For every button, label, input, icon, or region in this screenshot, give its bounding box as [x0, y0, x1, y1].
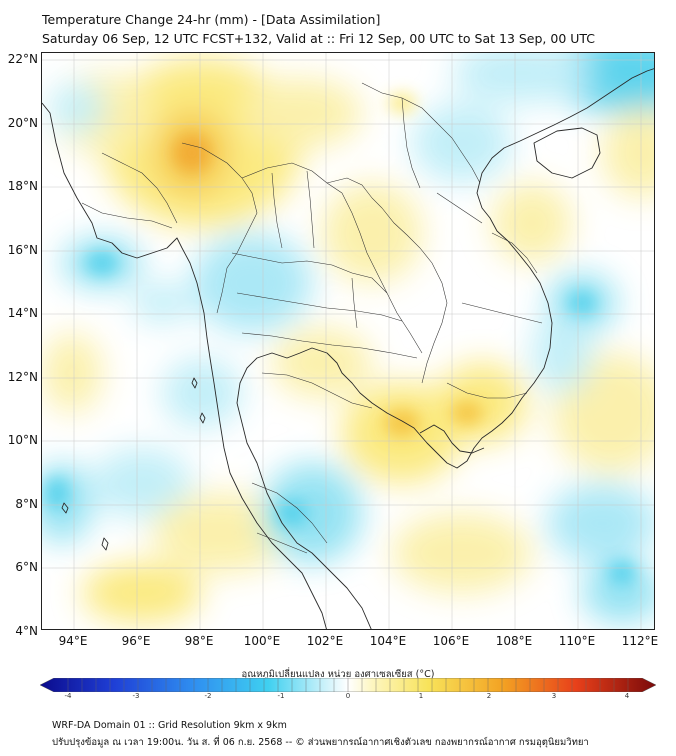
- map-canvas: [42, 53, 654, 629]
- lon-label-104: 104°E: [369, 634, 407, 648]
- footer-credits: ปรับปรุงข้อมูล ณ เวลา 19:00น. วัน ส. ที่…: [52, 737, 589, 748]
- colorbar-tick-neg1: -1: [277, 692, 285, 700]
- lat-label-22: 22°N: [7, 52, 38, 66]
- lat-label-20: 20°N: [7, 116, 38, 130]
- lat-label-8: 8°N: [15, 497, 38, 511]
- temperature-change-field: [42, 53, 654, 623]
- colorbar: [40, 678, 656, 692]
- lon-label-102: 102°E: [306, 634, 344, 648]
- colorbar-tick-0: 0: [345, 692, 351, 700]
- colorbar-tick-neg2: -2: [204, 692, 212, 700]
- lat-label-6: 6°N: [15, 560, 38, 574]
- footer-model-info: WRF-DA Domain 01 :: Grid Resolution 9km …: [52, 720, 287, 731]
- chart-title: Temperature Change 24-hr (mm) - [Data As…: [42, 12, 381, 27]
- colorbar-tick-4: 4: [624, 692, 630, 700]
- lon-label-98: 98°E: [184, 634, 214, 648]
- coastlines: [42, 68, 654, 629]
- colorbar-tick-neg3: -3: [132, 692, 140, 700]
- lon-label-108: 108°E: [495, 634, 533, 648]
- lon-label-96: 96°E: [121, 634, 151, 648]
- colorbar-tick-1: 1: [418, 692, 424, 700]
- lat-label-4: 4°N: [15, 624, 38, 638]
- lat-label-10: 10°N: [7, 433, 38, 447]
- lon-label-112: 112°E: [621, 634, 659, 648]
- map-panel: [41, 52, 655, 630]
- lon-label-94: 94°E: [58, 634, 88, 648]
- colorbar-title: อุณหภูมิเปลี่ยนแปลง หน่วย องศาเซลเซียส (…: [241, 669, 435, 680]
- map-gridlines: [42, 53, 654, 629]
- colorbar-tick-neg4: -4: [64, 692, 72, 700]
- lat-label-18: 18°N: [7, 179, 38, 193]
- chart-subtitle: Saturday 06 Sep, 12 UTC FCST+132, Valid …: [42, 31, 596, 46]
- admin-borders: [81, 82, 543, 554]
- colorbar-tick-3: 3: [551, 692, 557, 700]
- lon-label-106: 106°E: [432, 634, 470, 648]
- lat-label-16: 16°N: [7, 243, 38, 257]
- lon-label-100: 100°E: [243, 634, 281, 648]
- lat-label-14: 14°N: [7, 306, 38, 320]
- lat-label-12: 12°N: [7, 370, 38, 384]
- lon-label-110: 110°E: [558, 634, 596, 648]
- colorbar-tick-2: 2: [486, 692, 492, 700]
